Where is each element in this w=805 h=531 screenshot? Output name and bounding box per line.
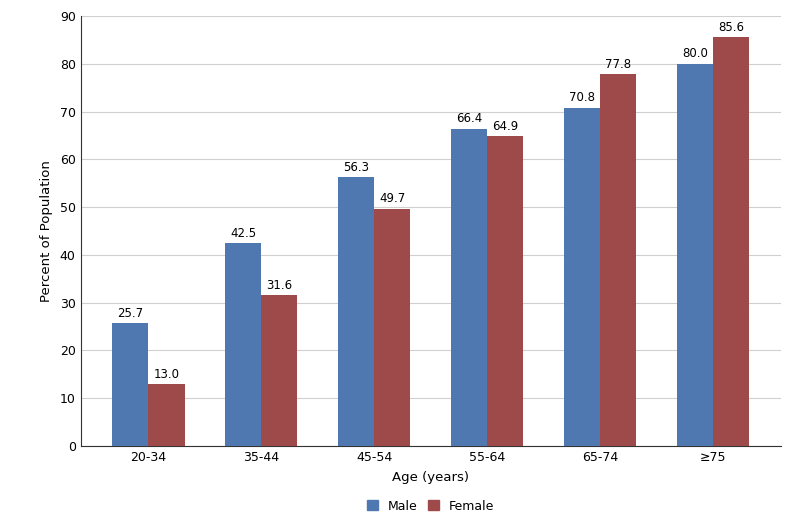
Bar [113, 323, 148, 446]
Text: 70.8: 70.8 [569, 91, 595, 105]
Bar [225, 243, 262, 446]
Text: 56.3: 56.3 [343, 161, 369, 174]
Text: 77.8: 77.8 [605, 58, 631, 71]
Legend: Male, Female: Male, Female [367, 500, 494, 512]
Text: 49.7: 49.7 [379, 192, 406, 205]
Bar [713, 37, 749, 446]
Bar [487, 136, 523, 446]
Text: 85.6: 85.6 [718, 21, 744, 33]
Bar [262, 295, 298, 446]
Bar [148, 384, 184, 446]
Text: 42.5: 42.5 [230, 227, 256, 239]
Y-axis label: Percent of Population: Percent of Population [39, 160, 52, 302]
Bar [600, 74, 636, 446]
Text: 25.7: 25.7 [118, 307, 143, 320]
Text: 31.6: 31.6 [266, 279, 292, 292]
Bar [677, 64, 713, 446]
Text: 64.9: 64.9 [492, 119, 518, 133]
Bar [451, 129, 487, 446]
Text: 13.0: 13.0 [154, 367, 180, 381]
Text: 66.4: 66.4 [456, 113, 482, 125]
Bar [374, 209, 411, 446]
Text: 80.0: 80.0 [682, 47, 708, 61]
X-axis label: Age (years): Age (years) [392, 471, 469, 484]
Bar [564, 108, 600, 446]
Bar [338, 177, 374, 446]
